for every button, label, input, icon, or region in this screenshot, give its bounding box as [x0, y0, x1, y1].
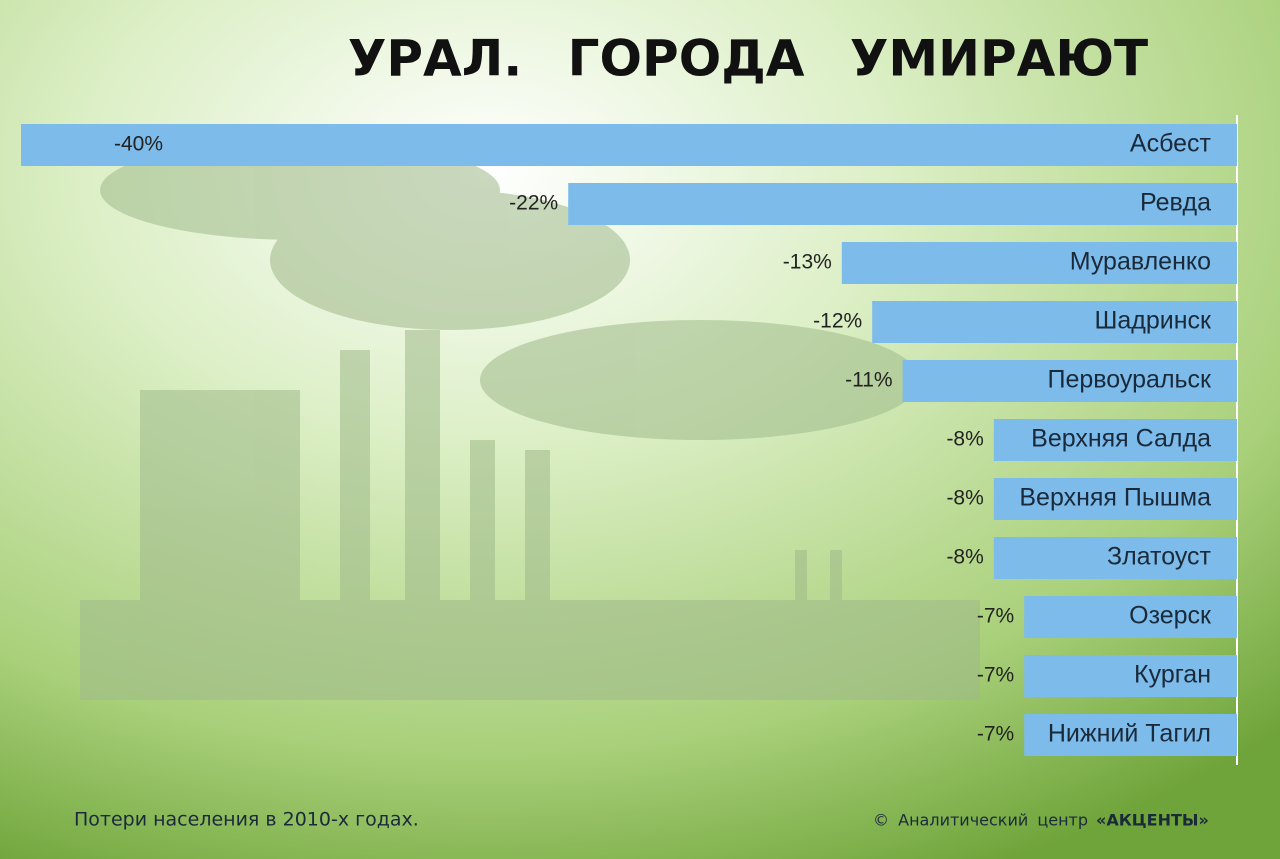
- category-label: Первоуральск: [1048, 366, 1213, 394]
- source-brand: «АКЦЕНТЫ»: [1096, 811, 1209, 830]
- bar: [568, 183, 1237, 225]
- value-label: -12%: [813, 310, 862, 333]
- category-label: Нижний Тагил: [1048, 720, 1211, 748]
- bar: [1024, 596, 1237, 638]
- category-label: Златоуст: [1107, 543, 1212, 571]
- category-label: Ревда: [1140, 189, 1211, 217]
- value-label: -22%: [509, 192, 558, 215]
- bars: [21, 124, 1237, 756]
- bar: [21, 124, 1237, 166]
- value-label: -40%: [114, 133, 163, 156]
- category-label: Верхняя Салда: [1031, 425, 1211, 453]
- category-label: Курган: [1134, 661, 1211, 689]
- category-label: Верхняя Пышма: [1019, 484, 1211, 512]
- bar: [841, 242, 1237, 284]
- bar: [872, 301, 1237, 343]
- source: © Аналитический центр: [873, 811, 1088, 830]
- value-label: -8%: [946, 428, 983, 451]
- bar: [902, 360, 1237, 402]
- value-label: -7%: [977, 664, 1014, 687]
- value-label: -13%: [783, 251, 832, 274]
- bar: [993, 478, 1237, 520]
- bar: [1024, 714, 1237, 756]
- category-label: Шадринск: [1094, 307, 1212, 335]
- footnote: Потери населения в 2010-х годах.: [74, 809, 419, 831]
- value-label: -8%: [946, 487, 983, 510]
- value-label: -11%: [845, 369, 892, 392]
- category-label: Озерск: [1129, 602, 1212, 630]
- category-label: Муравленко: [1070, 248, 1211, 276]
- value-label: -8%: [946, 546, 983, 569]
- value-label: -7%: [977, 605, 1014, 628]
- category-label: Асбест: [1130, 130, 1212, 158]
- value-label: -7%: [977, 723, 1014, 746]
- bar: [993, 537, 1237, 579]
- bar: [1024, 655, 1237, 697]
- bar: [993, 419, 1237, 461]
- factory-silhouette: [80, 140, 980, 700]
- chart-title: УРАЛ. ГОРОДА УМИРАЮТ: [348, 30, 1148, 88]
